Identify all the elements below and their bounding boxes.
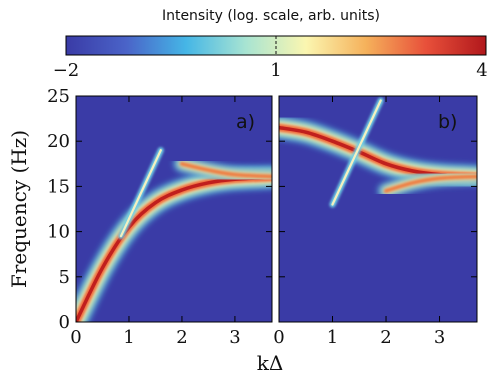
y-tick-label: 25 (47, 86, 70, 107)
colorbar-tick-max: 4 (476, 60, 487, 81)
y-tick-label: 5 (59, 267, 70, 288)
panel-a-label: a) (236, 111, 255, 133)
panel-a-curve-1-layer-2 (179, 161, 272, 179)
y-axis-ticks: 0 5 10 15 20 25 (47, 86, 477, 333)
x-axis-ticks-a: 0 1 2 3 (70, 96, 241, 348)
panel-a-frame (75, 95, 273, 323)
panel-b-curves (279, 97, 477, 208)
panel-a-background (76, 96, 272, 322)
y-axis-label: Frequency (Hz) (7, 130, 31, 288)
panel-b: b) (278, 95, 478, 323)
panel-b-label: b) (438, 111, 457, 133)
x-tick-label: 1 (123, 327, 134, 348)
x-axis-ticks-b: 0 1 2 3 (273, 96, 445, 348)
x-tick-label: 1 (327, 327, 338, 348)
panel-b-frame (278, 95, 478, 323)
y-tick-label: 10 (47, 222, 70, 243)
panel-a: a) (75, 95, 273, 323)
x-tick-label: 0 (273, 327, 284, 348)
y-tick-label: 15 (47, 176, 70, 197)
panel-b-curve-2-layer-1 (331, 99, 382, 206)
panel-b-curve-1-layer-2 (384, 174, 477, 193)
x-tick-label: 2 (176, 327, 187, 348)
x-tick-label: 3 (229, 327, 240, 348)
y-tick-label: 0 (59, 312, 70, 333)
panel-a-curve-2-layer-1 (119, 149, 162, 238)
x-tick-label: 0 (70, 327, 81, 348)
colorbar-title: Intensity (log. scale, arb. units) (162, 8, 380, 24)
colorbar-tick-mid: 1 (270, 60, 281, 81)
y-tick-label: 20 (47, 131, 70, 152)
x-tick-label: 3 (434, 327, 445, 348)
x-axis-label: kΔ (257, 351, 284, 375)
panel-a-curves (76, 147, 272, 322)
colorbar-tick-min: −2 (53, 60, 80, 81)
x-tick-label: 2 (380, 327, 391, 348)
